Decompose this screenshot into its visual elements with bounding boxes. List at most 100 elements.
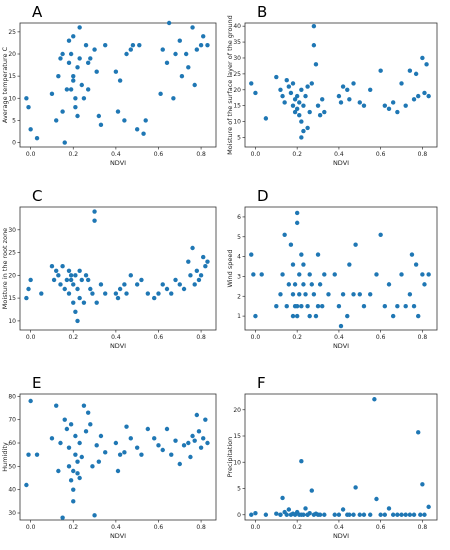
data-point <box>68 277 74 283</box>
data-point <box>66 464 72 469</box>
data-point <box>81 403 87 408</box>
data-point <box>81 300 87 305</box>
plot-frame <box>19 393 217 521</box>
data-point <box>28 277 33 283</box>
data-point <box>145 426 151 432</box>
data-point <box>345 87 350 92</box>
data-point <box>134 282 140 287</box>
data-point <box>378 232 383 237</box>
plot-frame <box>19 206 217 331</box>
data-point <box>124 291 129 296</box>
data-point <box>403 303 408 309</box>
data-point <box>301 103 306 108</box>
data-point <box>351 292 356 297</box>
data-point <box>75 113 80 119</box>
data-point <box>143 118 148 123</box>
data-point <box>49 436 55 441</box>
data-point <box>426 504 431 510</box>
y-tick-label: 40 <box>8 487 16 494</box>
data-point <box>292 97 298 102</box>
data-point <box>315 252 321 257</box>
data-point <box>338 100 344 105</box>
data-point <box>263 116 269 121</box>
data-point <box>307 109 312 115</box>
data-point <box>164 286 170 292</box>
data-point <box>416 313 421 319</box>
data-point <box>311 292 317 297</box>
data-point <box>26 104 31 110</box>
x-tick-label: 0.2 <box>68 151 78 158</box>
data-point <box>294 303 300 309</box>
data-point <box>71 78 76 83</box>
data-point <box>278 292 283 297</box>
data-point <box>301 282 306 287</box>
data-point <box>192 82 197 88</box>
data-point <box>382 303 388 309</box>
data-point <box>280 495 285 501</box>
data-point <box>28 127 33 132</box>
data-point <box>122 282 127 287</box>
data-point <box>81 96 87 101</box>
data-point <box>286 84 292 89</box>
data-point <box>317 512 323 517</box>
data-point <box>188 273 193 278</box>
data-point <box>297 113 302 118</box>
x-axis-label: NDVI <box>333 532 349 540</box>
data-point <box>166 20 172 26</box>
data-point <box>320 303 325 309</box>
data-point <box>113 291 119 296</box>
x-tick-label: 0.8 <box>418 524 428 531</box>
data-point <box>299 512 304 517</box>
data-point <box>77 268 82 273</box>
data-point <box>205 42 210 48</box>
data-point <box>196 429 202 434</box>
y-tick-label: 6 <box>237 214 241 221</box>
x-tick-label: 0.4 <box>334 524 344 531</box>
data-point <box>305 303 310 309</box>
data-point <box>179 73 185 79</box>
data-point <box>60 51 65 57</box>
data-point <box>173 277 178 283</box>
y-tick-label: 50 <box>8 463 16 470</box>
data-point <box>73 273 78 278</box>
data-point <box>403 512 408 517</box>
y-tick-label: 60 <box>8 440 16 447</box>
x-tick-label: 0.0 <box>251 524 261 531</box>
x-tick-label: 0.6 <box>154 151 164 158</box>
data-point <box>73 452 78 457</box>
data-point <box>124 51 129 57</box>
data-point <box>249 252 254 257</box>
data-point <box>307 272 312 277</box>
y-tick-label: 20 <box>233 87 241 94</box>
data-point <box>305 512 310 517</box>
data-point <box>122 118 127 123</box>
panel-letter: C <box>32 187 42 205</box>
data-point <box>347 512 352 517</box>
plot-frame <box>19 22 217 148</box>
data-point <box>357 100 362 105</box>
y-tick-label: 25 <box>233 71 241 78</box>
data-point <box>416 430 421 435</box>
data-point <box>103 42 108 48</box>
data-point <box>336 512 342 517</box>
data-point <box>160 282 165 287</box>
panel-letter: B <box>257 3 267 21</box>
data-point <box>305 84 310 89</box>
data-point <box>386 282 392 287</box>
y-tick-label: 5 <box>12 117 16 124</box>
data-point <box>75 286 80 292</box>
y-tick-label: 70 <box>8 417 16 424</box>
data-point <box>368 87 373 92</box>
data-point <box>190 433 195 439</box>
data-point <box>169 452 174 457</box>
data-point <box>426 93 431 99</box>
data-point <box>122 450 127 455</box>
data-point <box>134 445 140 450</box>
data-point <box>71 282 76 287</box>
x-tick-label: 0.8 <box>196 334 206 341</box>
data-point <box>90 291 95 296</box>
data-point <box>192 282 197 287</box>
data-point <box>115 295 121 301</box>
x-tick-label: 0.0 <box>26 334 36 341</box>
data-point <box>75 318 80 324</box>
